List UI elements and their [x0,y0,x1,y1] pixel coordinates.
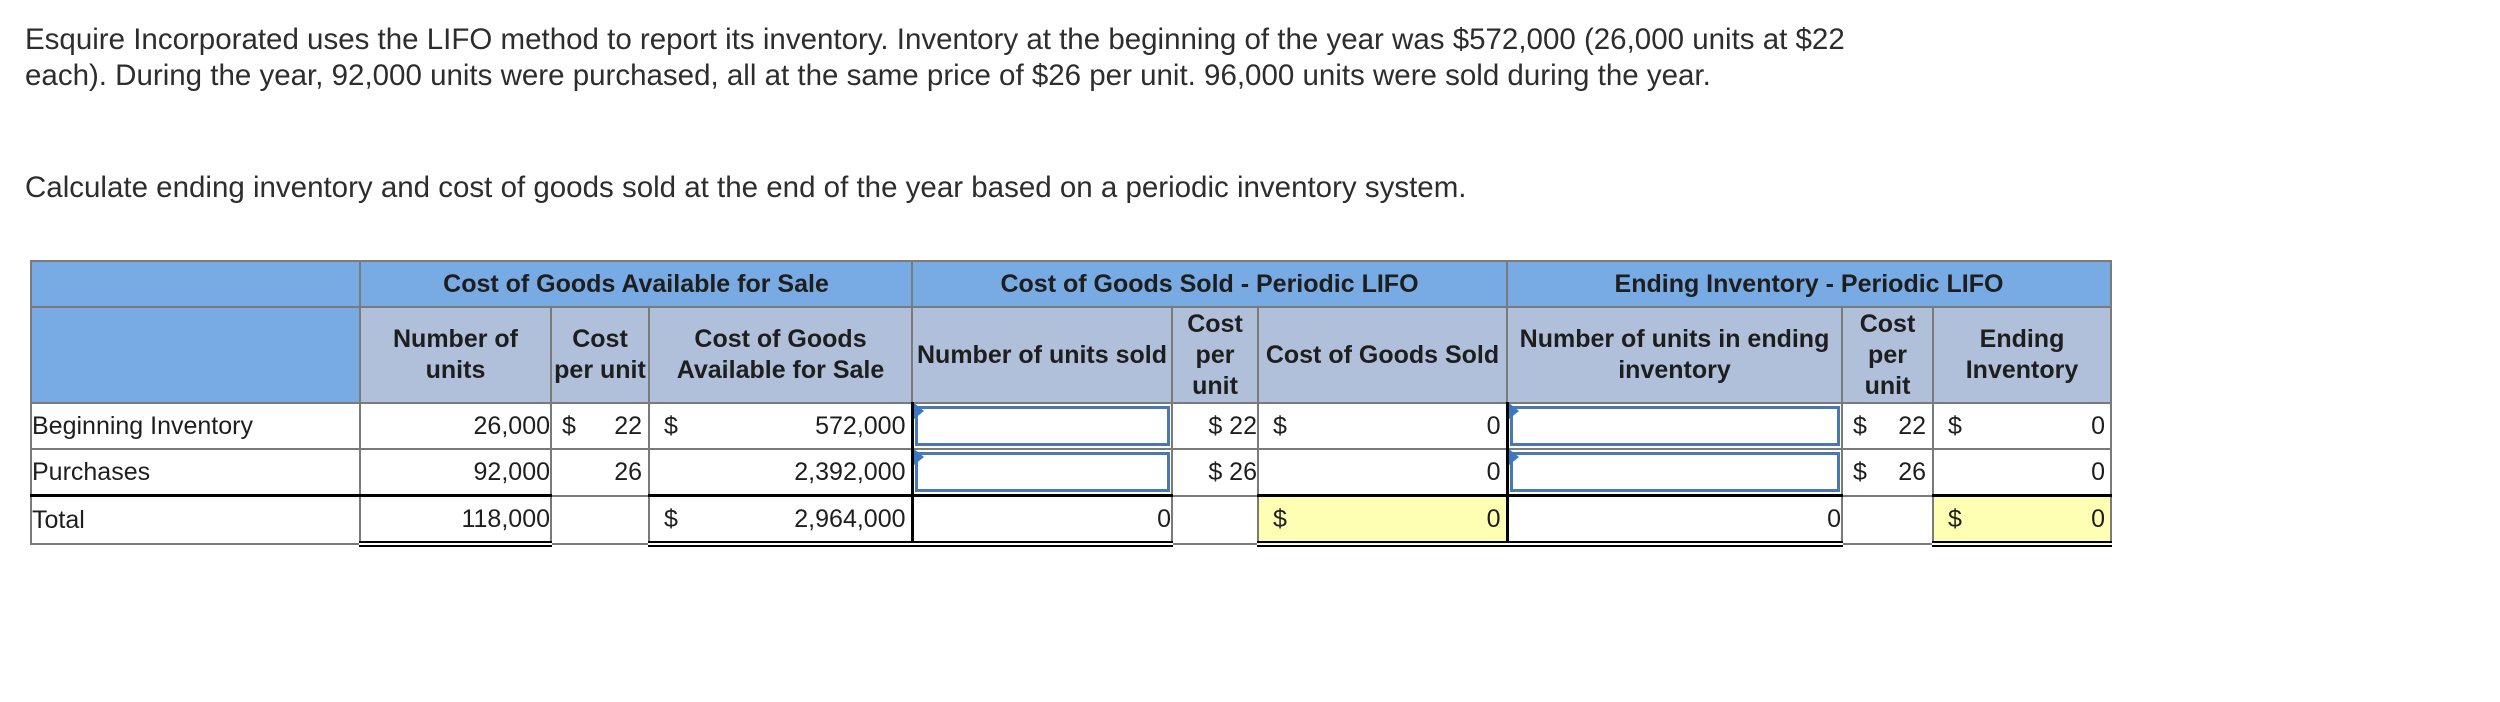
row-label: Total [30,494,361,545]
group-header-row: Cost of Goods Available for Sale Cost of… [30,260,2112,308]
end-cpu-cell: $26 [1841,448,1934,497]
column-header-row: Number of units Cost per unit Cost of Go… [30,306,2112,404]
total-avail-cost-cell: $2,964,000 [648,494,914,547]
avail-cpu-value: 26 [614,457,642,486]
col-header-cogs-cost: Cost of Goods Sold [1257,306,1508,404]
currency-symbol: $ [1853,411,1867,440]
table-row-purchases: Purchases 92,000 26 2,392,000 $ 26 0 $26… [30,448,2112,497]
total-cogs-units: 0 [911,494,1173,547]
currency-symbol: $ [1948,411,1962,440]
cogs-cost-cell: $0 [1257,402,1509,450]
end-cost-cell: $0 [1932,402,2112,450]
currency-symbol: $ [1948,504,1962,533]
total-end-units: 0 [1506,494,1843,547]
total-avail-cost: 2,964,000 [794,504,906,533]
avail-cost-value: 2,392,000 [794,457,906,486]
col-header-cogs-cpu: Cost per unit [1171,306,1259,404]
currency-symbol: $ [664,411,678,440]
currency-symbol: $ [1853,457,1867,486]
ending-units-input-purchases[interactable] [1512,455,1837,489]
table-row-total: Total 118,000 $2,964,000 0 $0 0 $0 [30,494,2112,547]
avail-units-value: 26,000 [359,402,552,450]
col-header-end-cost: Ending Inventory [1932,306,2112,404]
total-avail-cpu-empty [550,494,650,545]
col-header-avail-units: Number of units [359,306,552,404]
avail-units-value: 92,000 [359,448,552,497]
end-cpu-value: 22 [1898,411,1926,440]
avail-cpu-value: 22 [614,411,642,440]
input-flag-icon [1508,449,1519,465]
row-label: Purchases [30,448,361,497]
cogs-cost-value: 0 [1486,411,1501,440]
cogs-units-sold-input-purchases[interactable] [917,455,1167,489]
input-flag-icon [913,403,924,419]
total-end-cost-cell: $0 [1932,494,2112,547]
cogs-units-sold-input-beginning[interactable] [917,409,1167,443]
avail-cost-value: 572,000 [815,411,906,440]
currency-symbol: $ [664,504,678,533]
avail-cost-cell: 2,392,000 [648,448,914,497]
cogs-units-input-cell[interactable] [911,402,1173,450]
col-header-cogs-units: Number of units sold [911,306,1173,404]
cogs-cost-cell: 0 [1257,448,1509,497]
group-header-cogs: Cost of Goods Sold - Periodic LIFO [911,260,1508,308]
total-cogs-cpu-empty [1171,494,1259,545]
avail-cost-cell: $572,000 [648,402,914,450]
cogs-cost-value: 0 [1486,457,1501,486]
total-end-cpu-empty [1841,494,1934,545]
col-header-end-units: Number of units in ending inventory [1506,306,1843,404]
cogs-cpu-value: $ 22 [1171,402,1259,450]
total-cogs-cost: 0 [1486,504,1501,533]
corner-cell [30,260,361,308]
ending-units-input-beginning[interactable] [1512,409,1837,443]
corner-cell-2 [30,306,361,404]
lifo-worksheet-table: Cost of Goods Available for Sale Cost of… [30,260,2112,547]
end-cpu-value: 26 [1898,457,1926,486]
currency-symbol: $ [1273,504,1287,533]
total-end-cost: 0 [2091,504,2105,533]
end-cpu-cell: $22 [1841,402,1934,450]
col-header-avail-cpu: Cost per unit [550,306,650,404]
input-flag-icon [913,449,924,465]
table-row-beginning-inventory: Beginning Inventory 26,000 $22 $572,000 … [30,402,2112,450]
end-cost-value: 0 [2091,411,2105,440]
total-cogs-cost-cell: $0 [1257,494,1509,547]
group-header-ending: Ending Inventory - Periodic LIFO [1506,260,2112,308]
end-units-input-cell[interactable] [1506,402,1843,450]
end-units-input-cell[interactable] [1506,448,1843,497]
col-header-avail-cost: Cost of Goods Available for Sale [648,306,913,404]
avail-cpu-cell: 26 [550,448,650,497]
currency-symbol: $ [1273,411,1287,440]
end-cost-value: 0 [2091,457,2105,486]
avail-cpu-cell: $22 [550,402,650,450]
question-instruction: Calculate ending inventory and cost of g… [25,171,1467,204]
end-cost-cell: 0 [1932,448,2112,497]
col-header-end-cpu: Cost per unit [1841,306,1934,404]
total-avail-units: 118,000 [359,494,552,547]
group-header-available: Cost of Goods Available for Sale [359,260,913,308]
input-flag-icon [1508,403,1519,419]
cogs-units-input-cell[interactable] [911,448,1173,497]
currency-symbol: $ [562,411,576,440]
cogs-cpu-value: $ 26 [1171,448,1259,497]
question-prompt: Esquire Incorporated uses the LIFO metho… [25,23,1845,92]
row-label: Beginning Inventory [30,402,361,450]
